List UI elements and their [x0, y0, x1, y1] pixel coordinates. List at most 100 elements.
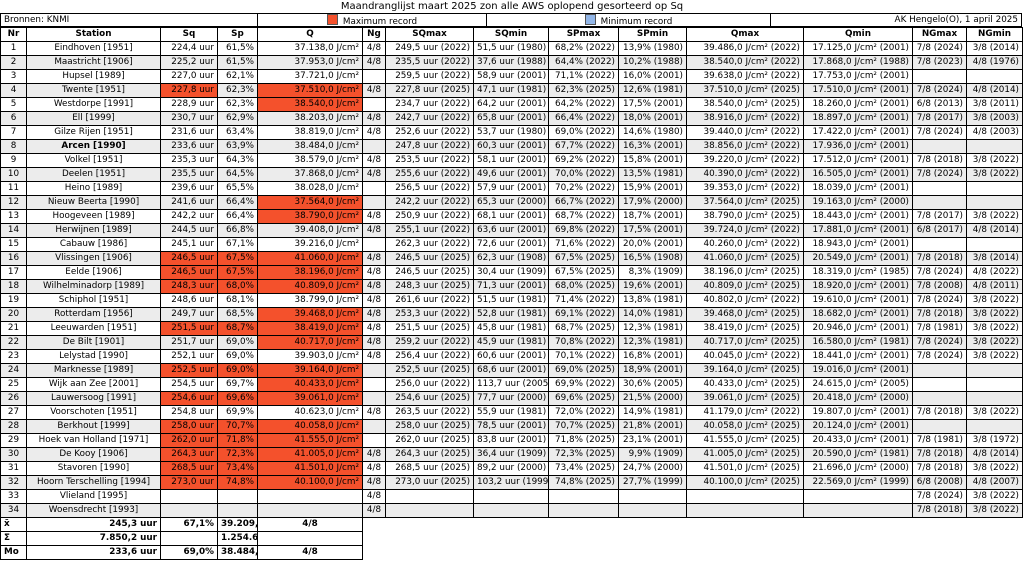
table-cell: Eelde [1906] [26, 265, 161, 280]
table-cell: Eindhoven [1951] [26, 41, 161, 56]
table-cell: 45,8 uur (1981) [473, 321, 549, 336]
table-cell: 17.125,0 J/cm² (2001) [803, 41, 913, 56]
table-cell: 12,3% (1981) [618, 321, 687, 336]
table-cell: 68,7% (2025) [548, 321, 619, 336]
table-cell: 73,4% (2025) [548, 461, 619, 476]
table-row: 3 Hupsel [1989] 227,0 uur 62,1% 37.721,0 J/c… [0, 69, 1023, 84]
table-cell [912, 419, 967, 434]
summary-cell: 67,1% [160, 517, 218, 532]
table-row: 5 Westdorpe [1991] 228,9 uur 62,3% 38.540,0 … [0, 97, 1023, 112]
table-cell: Hupsel [1989] [26, 69, 161, 84]
table-cell [160, 489, 218, 504]
table-cell: 38.799,0 J/cm² [257, 293, 363, 308]
table-cell: 37.138,0 J/cm² [257, 41, 363, 56]
table-cell: 69,0% [217, 363, 258, 378]
column-header: SPmax [548, 27, 619, 42]
table-cell: 45,9 uur (1981) [473, 335, 549, 350]
summary-cell: 1.254.692,0 J/cm² [217, 531, 258, 546]
column-header: Sq [160, 27, 218, 42]
table-cell: 37.564,0 J/cm² [257, 195, 363, 210]
table-cell [362, 97, 386, 112]
table-cell: 239,6 uur [160, 181, 218, 196]
summary-cell: 69,0% [160, 545, 218, 560]
table-cell: 38.819,0 J/cm² [257, 125, 363, 140]
table-cell: 40.717,0 J/cm² (2025) [686, 335, 804, 350]
table-cell: 13,8% (1981) [618, 293, 687, 308]
table-cell: 263,5 uur (2022) [385, 405, 474, 420]
table-cell: 41.179,0 J/cm² (2022) [686, 405, 804, 420]
table-cell: 41.005,0 J/cm² [257, 447, 363, 462]
table-cell [548, 503, 619, 518]
table-cell: 66,4% (2022) [548, 111, 619, 126]
table-cell [912, 181, 967, 196]
table-cell: 40.100,0 J/cm² [257, 475, 363, 490]
summary-cell: 4/8 [257, 517, 363, 532]
table-cell: 3/8 (2022) [966, 167, 1023, 182]
table-cell: 89,2 uur (2000) [473, 461, 549, 476]
table-cell: 3/8 (2022) [966, 153, 1023, 168]
table-cell: 38.419,0 J/cm² [257, 321, 363, 336]
table-cell: 3 [0, 69, 27, 84]
table-cell: 37.564,0 J/cm² (2025) [686, 195, 804, 210]
table-cell: 6/8 (2017) [912, 223, 967, 238]
table-cell: 36,4 uur (1909) [473, 447, 549, 462]
table-cell: Voorschoten [1951] [26, 405, 161, 420]
table-cell: Woensdrecht [1993] [26, 503, 161, 518]
table-cell: 49,6 uur (2001) [473, 167, 549, 182]
table-cell: 17.422,0 J/cm² (2001) [803, 125, 913, 140]
summary-cell: x̄ [0, 517, 27, 532]
table-cell: 37,6 uur (1988) [473, 55, 549, 70]
table-cell: 41.060,0 J/cm² [257, 251, 363, 266]
table-cell: 7/8 (2017) [912, 111, 967, 126]
table-cell: 69,2% (2022) [548, 153, 619, 168]
table-cell: 22 [0, 335, 27, 350]
table-cell: 69,0% [217, 349, 258, 364]
table-cell: 252,5 uur (2025) [385, 363, 474, 378]
table-cell: 113,7 uur (2005) [473, 377, 549, 392]
table-cell: 70,0% (2022) [548, 167, 619, 182]
table-cell: 18.441,0 J/cm² (2001) [803, 349, 913, 364]
table-cell: 251,7 uur [160, 335, 218, 350]
table-cell [966, 181, 1023, 196]
table-cell: 225,2 uur [160, 55, 218, 70]
table-cell: 7/8 (2024) [912, 335, 967, 350]
table-cell: 7/8 (2018) [912, 153, 967, 168]
table-row: 14 Herwijnen [1989] 244,5 uur 66,8% 39.408,0… [0, 223, 1023, 238]
table-cell: 4/8 (2022) [966, 265, 1023, 280]
table-cell [912, 377, 967, 392]
table-cell: 253,5 uur (2022) [385, 153, 474, 168]
table-cell: 4/8 (2014) [966, 447, 1023, 462]
table-row: 20 Rotterdam [1956] 249,7 uur 68,5% 39.468,0… [0, 307, 1023, 322]
table-cell: 74,8% (2025) [548, 475, 619, 490]
table-row: 13 Hoogeveen [1989] 242,2 uur 66,4% 38.790,0… [0, 209, 1023, 224]
table-cell: Leeuwarden [1951] [26, 321, 161, 336]
table-cell: 7 [0, 125, 27, 140]
table-cell: 37.510,0 J/cm² [257, 83, 363, 98]
table-row: 27 Voorschoten [1951] 254,8 uur 69,9% 40.623… [0, 405, 1023, 420]
table-cell: 3/8 (2003) [966, 111, 1023, 126]
table-cell: 58,9 uur (2001) [473, 69, 549, 84]
table-cell: 17,5% (2001) [618, 223, 687, 238]
table-cell: 38.790,0 J/cm² [257, 209, 363, 224]
table-cell: Maastricht [1906] [26, 55, 161, 70]
table-cell: 71,8% [217, 433, 258, 448]
table-cell: 38.484,0 J/cm² [257, 139, 363, 154]
table-cell: Wilhelminadorp [1989] [26, 279, 161, 294]
table-cell: 4 [0, 83, 27, 98]
table-cell: 227,8 uur [160, 83, 218, 98]
table-cell: 6/8 (2013) [912, 97, 967, 112]
table-cell: 259,2 uur (2022) [385, 335, 474, 350]
table-cell: 71,1% (2022) [548, 69, 619, 84]
table-cell: 71,8% (2025) [548, 433, 619, 448]
table-cell [912, 195, 967, 210]
table-row: 28 Berkhout [1999] 258,0 uur 70,7% 40.058,0 … [0, 419, 1023, 434]
place-date: AK Hengelo(O), 1 april 2025 [894, 15, 1018, 25]
table-cell: 69,9% (2022) [548, 377, 619, 392]
table-cell: 249,5 uur (2022) [385, 41, 474, 56]
table-cell: 4/8 [362, 251, 386, 266]
table-cell: 7/8 (2024) [912, 41, 967, 56]
table-cell: 65,3 uur (2000) [473, 195, 549, 210]
table-cell: 259,5 uur (2022) [385, 69, 474, 84]
table-cell: 19.610,0 J/cm² (2001) [803, 293, 913, 308]
table-row: 10 Deelen [1951] 235,5 uur 64,5% 37.868,0 J/… [0, 167, 1023, 182]
